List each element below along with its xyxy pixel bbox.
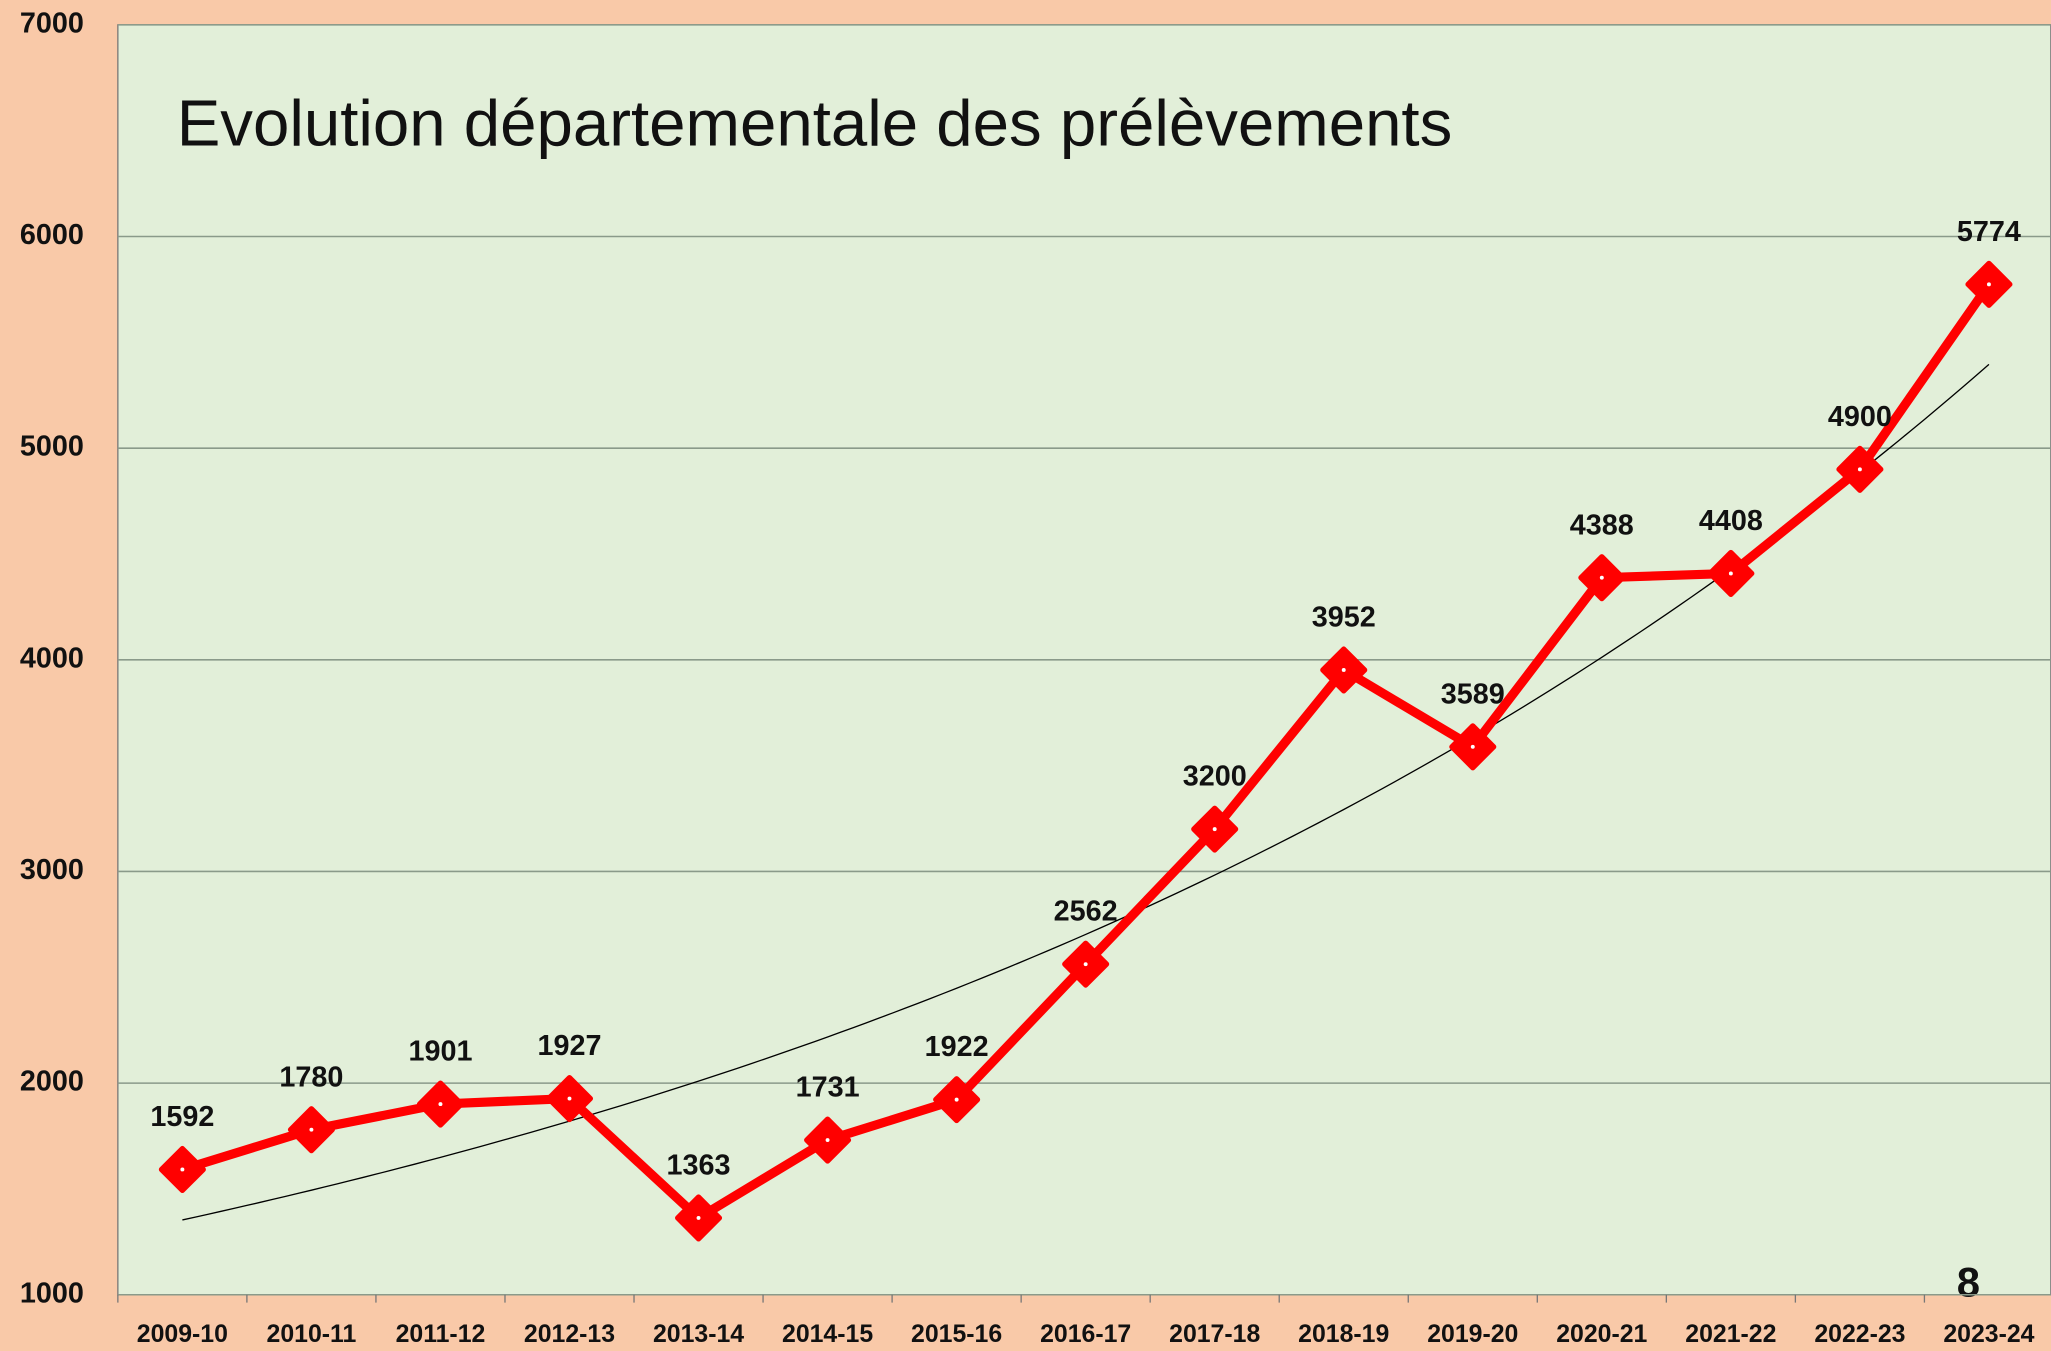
- page-number: 8: [1957, 1259, 1980, 1306]
- marker-center: [1341, 668, 1346, 672]
- data-label: 3589: [1441, 678, 1505, 710]
- data-label: 1731: [796, 1072, 860, 1104]
- x-tick-label: 2012-13: [524, 1321, 615, 1348]
- y-tick-label: 2000: [20, 1066, 84, 1098]
- x-tick-label: 2017-18: [1169, 1321, 1260, 1348]
- data-label: 4900: [1828, 401, 1892, 433]
- x-tick-label: 2022-23: [1814, 1321, 1905, 1348]
- data-label: 4408: [1699, 505, 1763, 537]
- data-label: 1922: [925, 1031, 989, 1063]
- data-label: 1363: [667, 1150, 731, 1182]
- trendline: [182, 363, 1990, 1221]
- marker-center: [954, 1097, 959, 1102]
- y-tick-label: 6000: [20, 219, 84, 251]
- data-label: 3200: [1183, 761, 1247, 793]
- x-tick-label: 2010-11: [267, 1321, 357, 1348]
- y-tick-label: 5000: [20, 431, 84, 463]
- x-tick-label: 2014-15: [782, 1321, 873, 1348]
- x-tick-label: 2013-14: [653, 1321, 744, 1348]
- marker-center: [438, 1102, 443, 1107]
- x-tick-label: 2019-20: [1427, 1321, 1518, 1348]
- marker-center: [696, 1215, 701, 1220]
- data-label: 4388: [1570, 509, 1634, 541]
- y-tick-label: 7000: [20, 7, 84, 39]
- marker-center: [1083, 962, 1088, 967]
- marker-center: [1986, 282, 1991, 287]
- x-tick-label: 2021-22: [1685, 1321, 1776, 1348]
- marker-center: [1470, 744, 1475, 749]
- data-label: 2562: [1054, 896, 1118, 928]
- data-label: 1592: [150, 1101, 214, 1133]
- data-label: 5774: [1957, 216, 2021, 248]
- marker-center: [309, 1127, 314, 1132]
- chart-title: Evolution départementale des prélèvement…: [177, 86, 1453, 159]
- marker-center: [825, 1138, 830, 1143]
- data-label: 1927: [537, 1030, 601, 1062]
- x-tick-label: 2023-24: [1943, 1321, 2034, 1348]
- x-tick-label: 2016-17: [1040, 1321, 1131, 1348]
- x-tick-label: 2011-12: [396, 1321, 486, 1348]
- marker-center: [1212, 827, 1217, 832]
- y-tick-label: 4000: [20, 642, 84, 674]
- marker-center: [180, 1167, 185, 1172]
- y-tick-label: 3000: [20, 854, 84, 886]
- y-tick-label: 1000: [20, 1277, 84, 1309]
- data-label: 1901: [408, 1036, 472, 1068]
- x-tick-label: 2018-19: [1298, 1321, 1389, 1348]
- x-tick-label: 2015-16: [911, 1321, 1002, 1348]
- data-label: 1780: [279, 1061, 343, 1093]
- x-tick-label: 2020-21: [1556, 1321, 1647, 1348]
- data-label: 3952: [1312, 602, 1376, 634]
- marker-center: [1599, 575, 1604, 580]
- marker-center: [1857, 467, 1862, 472]
- marker-center: [567, 1096, 572, 1101]
- marker-center: [1728, 571, 1733, 576]
- x-tick-label: 2009-10: [137, 1321, 228, 1348]
